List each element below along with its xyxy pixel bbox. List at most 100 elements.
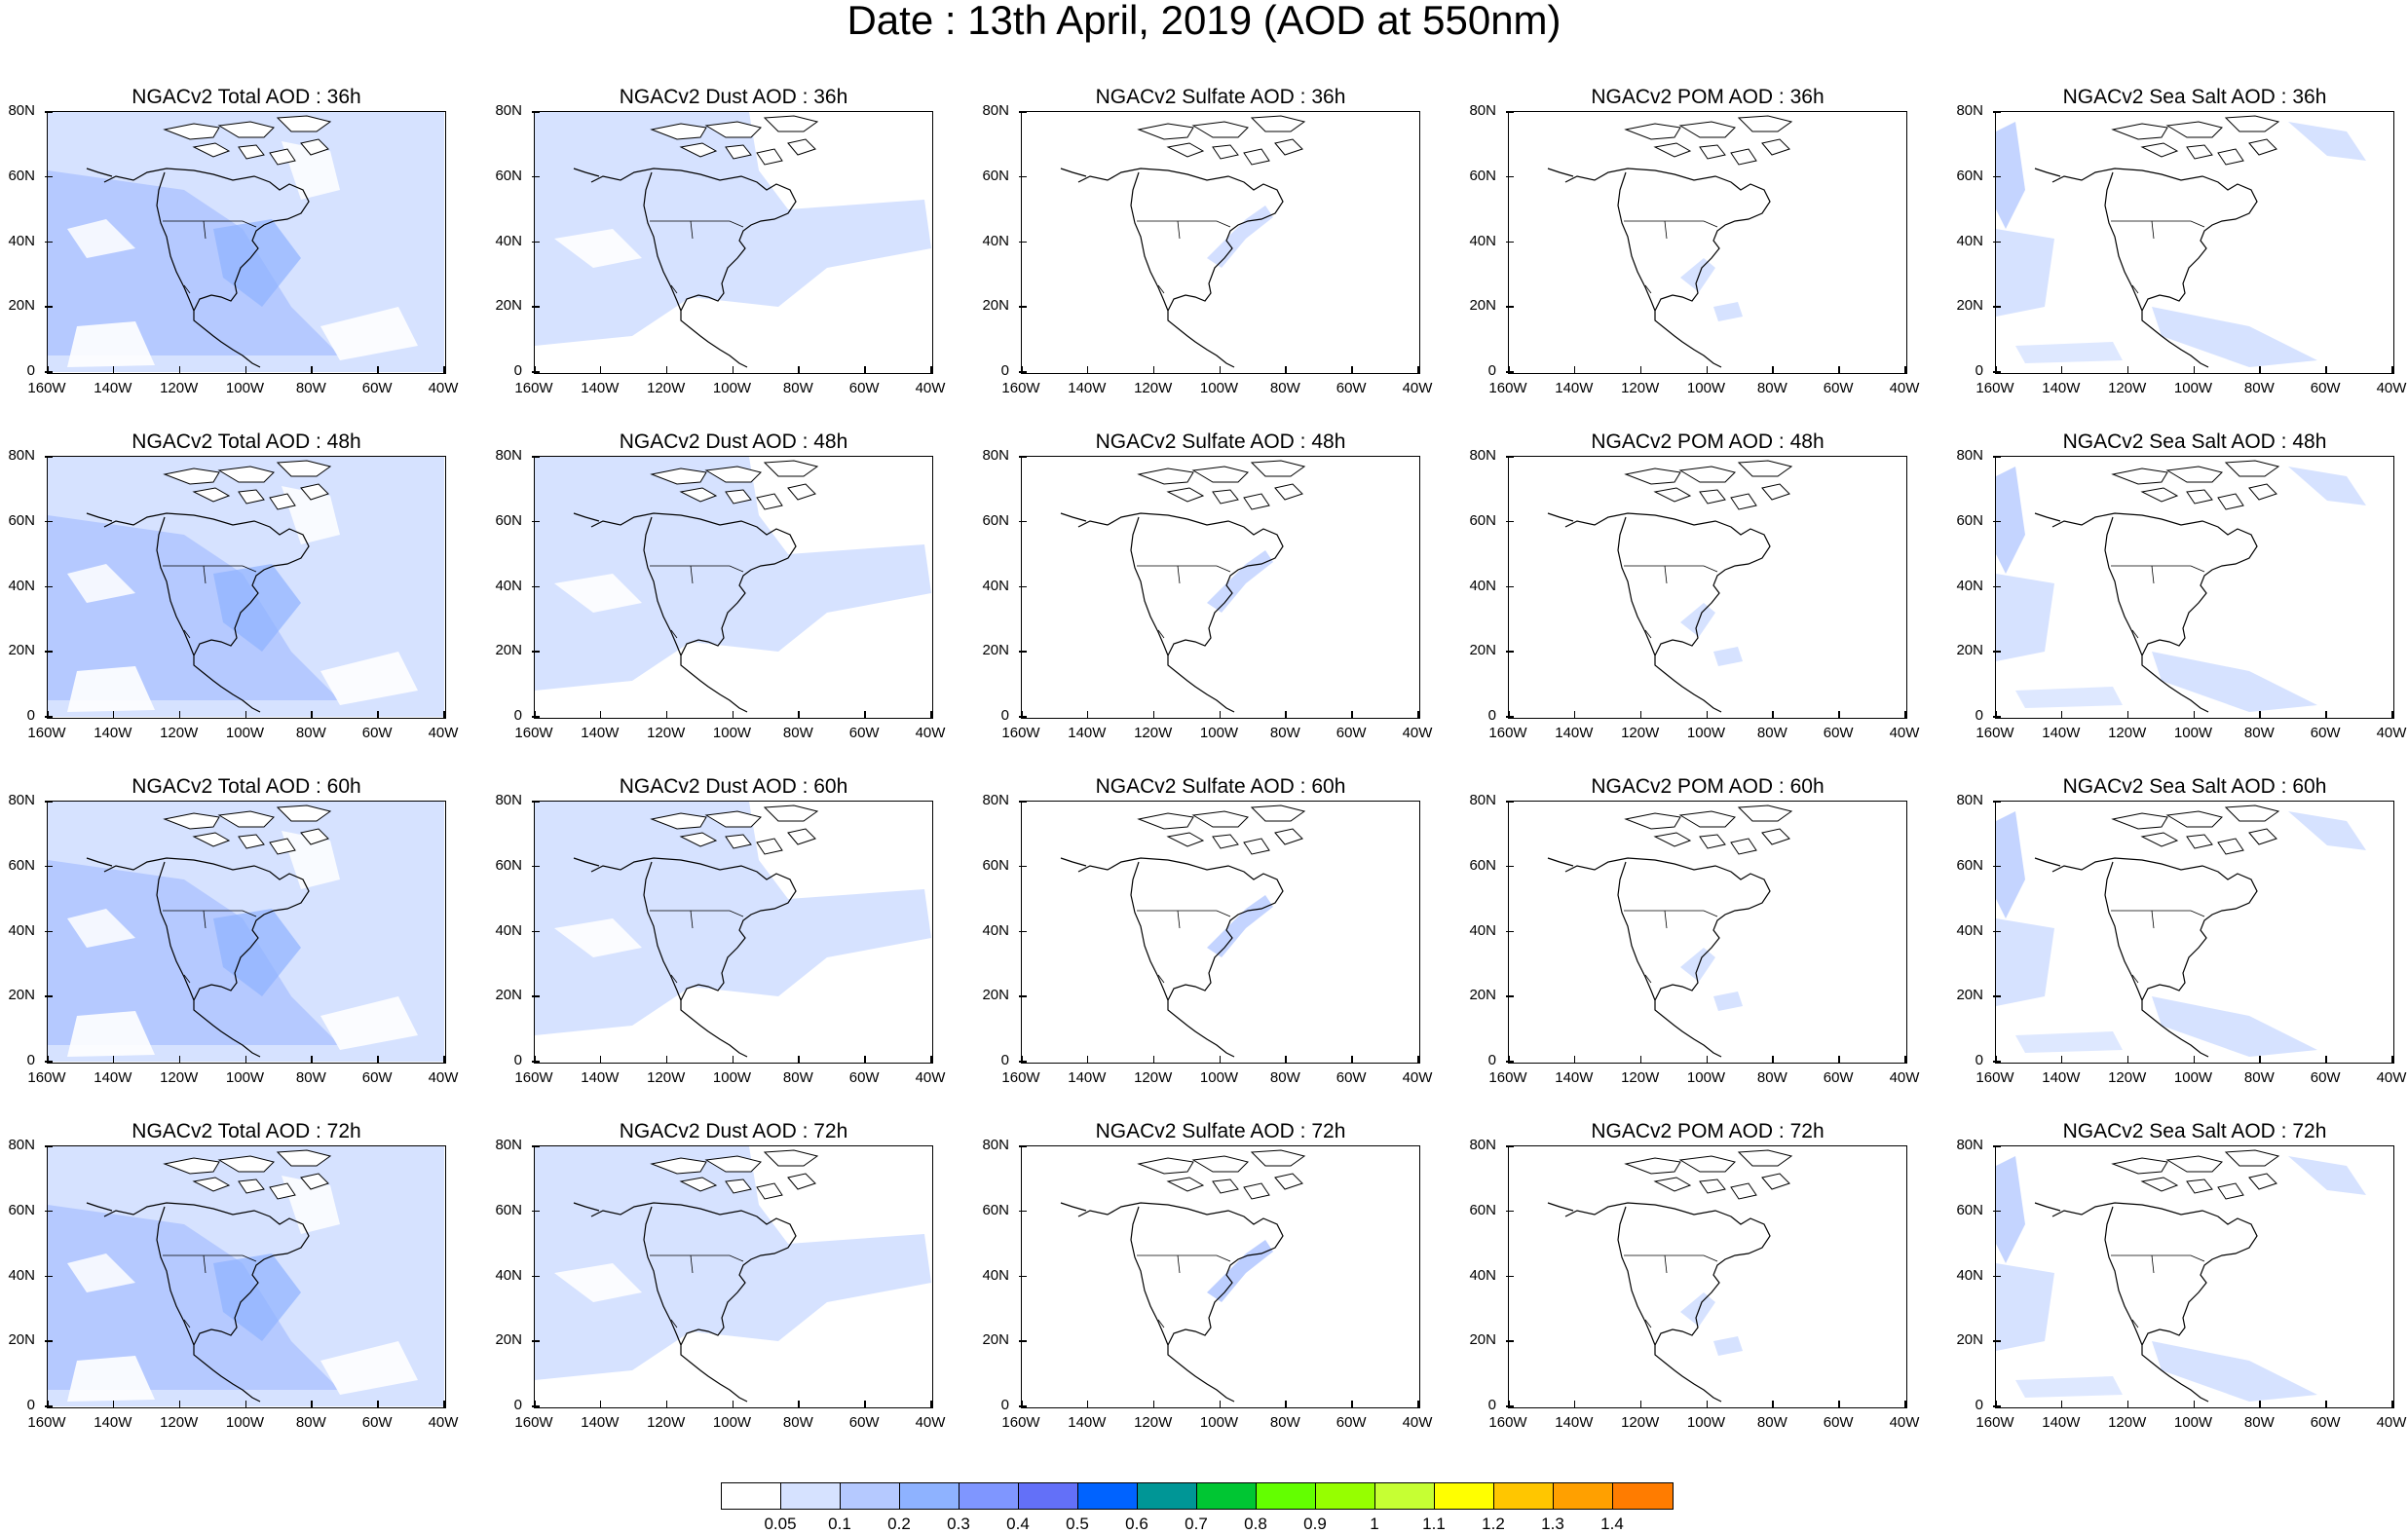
lat-tick	[532, 716, 540, 718]
colorbar-swatch	[1435, 1483, 1494, 1509]
lat-label: 80N	[495, 102, 522, 119]
lon-label: 80W	[1269, 1414, 1300, 1431]
lat-label: 80N	[1956, 447, 1983, 464]
aod-map	[1547, 460, 1793, 713]
map-frame	[534, 111, 933, 374]
lat-label: 40N	[1469, 577, 1496, 594]
lon-label: 140W	[94, 380, 132, 396]
lat-tick	[1993, 801, 2001, 803]
island-outline	[269, 493, 296, 510]
lon-tick	[1838, 1056, 1840, 1064]
map-frame	[1995, 801, 2394, 1064]
island-outline	[787, 828, 816, 845]
lon-label: 120W	[1134, 725, 1173, 741]
lon-tick	[665, 1401, 668, 1408]
lat-label: 0	[26, 707, 35, 724]
colorbar-swatch	[1257, 1483, 1316, 1509]
lat-tick	[532, 111, 540, 113]
lat-label: 20N	[495, 987, 522, 1004]
lon-tick	[1351, 1401, 1353, 1408]
lat-label: 80N	[8, 1137, 35, 1153]
lon-tick	[245, 711, 246, 719]
lon-label: 40W	[428, 725, 459, 741]
lat-tick	[1019, 930, 1027, 932]
lat-label: 40N	[8, 921, 35, 939]
island-outline	[163, 468, 220, 485]
lat-tick	[1993, 651, 2001, 653]
island-outline	[2224, 804, 2280, 822]
lon-tick	[2325, 366, 2327, 374]
map-frame	[1995, 111, 2394, 374]
island-outline	[704, 1155, 762, 1173]
lon-tick	[47, 366, 49, 374]
island-outline	[1243, 148, 1270, 166]
island-outline	[1212, 144, 1239, 160]
map-frame	[1508, 456, 1907, 719]
island-outline	[300, 1173, 329, 1190]
lat-label: 60N	[495, 511, 522, 529]
lon-label: 80W	[782, 1069, 813, 1086]
lon-label: 140W	[94, 725, 132, 741]
island-outline	[163, 1157, 220, 1175]
lat-tick	[1506, 241, 1514, 243]
lon-label: 140W	[1068, 725, 1107, 741]
lon-tick	[2060, 1056, 2063, 1064]
lat-label: 0	[513, 1397, 522, 1413]
lat-tick	[45, 1210, 53, 1213]
lat-tick	[1506, 995, 1514, 997]
lat-tick	[45, 585, 53, 587]
lon-tick	[2325, 711, 2327, 719]
lat-tick	[45, 456, 53, 458]
coastline	[1060, 1202, 1284, 1403]
lat-label: 60N	[495, 167, 522, 184]
colorbar-swatch	[1375, 1483, 1435, 1509]
colorbar-label: 1	[1370, 1515, 1379, 1533]
panel-title: NGACv2 Dust AOD : 36h	[619, 86, 848, 108]
lat-tick	[1506, 175, 1514, 178]
lon-label: 60W	[848, 380, 880, 396]
lat-label: 60N	[1469, 1201, 1496, 1218]
lon-tick	[1508, 1401, 1510, 1408]
lon-tick	[1706, 366, 1708, 374]
lat-tick	[1019, 175, 1027, 178]
island-outline	[756, 1182, 783, 1200]
country-border	[163, 1254, 257, 1328]
island-outline	[1191, 121, 1249, 138]
lon-tick	[1219, 1401, 1221, 1408]
lon-tick	[864, 1056, 866, 1064]
map-panel: NGACv2 Dust AOD : 48h 80N 60N 40N 20N 0 160W 14…	[495, 430, 945, 752]
island-outline	[1212, 834, 1239, 849]
island-outline	[1166, 1177, 1205, 1192]
island-outline	[1678, 121, 1736, 138]
island-outline	[2140, 487, 2179, 503]
island-outline	[1243, 838, 1270, 855]
lon-tick	[2391, 366, 2393, 374]
lon-label: 100W	[1686, 725, 1726, 741]
lat-label: 20N	[1469, 987, 1496, 1004]
lon-tick	[1285, 711, 1287, 719]
lon-tick	[1417, 366, 1419, 374]
lat-label: 80N	[1469, 102, 1496, 119]
lon-label: 40W	[1889, 380, 1920, 396]
lon-label: 160W	[27, 725, 66, 741]
island-outline	[2186, 489, 2213, 505]
lat-tick	[532, 241, 540, 243]
lat-tick	[532, 456, 540, 458]
lon-tick	[2193, 711, 2195, 719]
lat-tick	[1506, 1210, 1514, 1213]
lat-tick	[1506, 865, 1514, 868]
map-panel: NGACv2 Sea Salt AOD : 36h 80N 60N 40N 20N 0 16…	[1956, 86, 2406, 407]
lat-label: 60N	[1956, 1201, 1983, 1218]
island-outline	[2165, 810, 2223, 828]
lon-tick	[2391, 1401, 2393, 1408]
lon-tick	[178, 366, 181, 374]
lat-label: 60N	[1469, 511, 1496, 529]
lon-label: 100W	[1199, 1414, 1239, 1431]
lon-label: 160W	[1001, 725, 1040, 741]
lon-tick	[178, 1401, 181, 1408]
lat-label: 40N	[1956, 232, 1983, 249]
lat-label: 60N	[1956, 167, 1983, 184]
lat-label: 20N	[8, 297, 35, 315]
country-border	[2111, 1254, 2205, 1328]
island-outline	[2165, 121, 2223, 138]
